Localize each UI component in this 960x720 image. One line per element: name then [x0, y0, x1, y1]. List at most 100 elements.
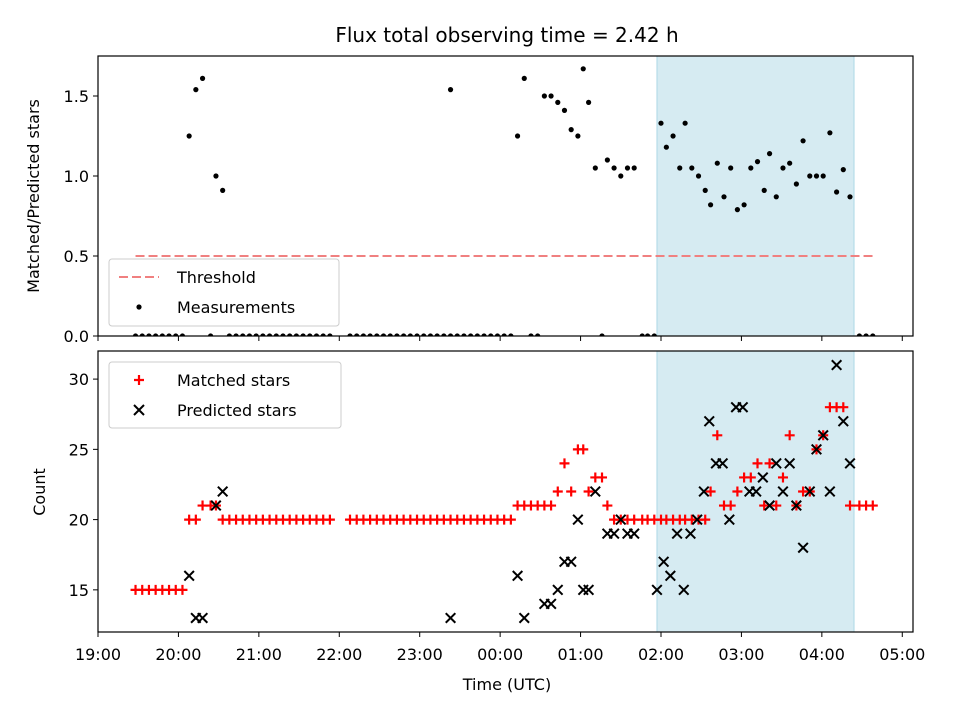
measurement-point — [427, 333, 434, 336]
predicted-star-point — [545, 598, 557, 610]
measurement-point — [186, 133, 192, 139]
matched-star-point — [712, 430, 723, 441]
measurement-point — [773, 194, 779, 200]
measurement-point — [631, 165, 637, 171]
measurement-point — [199, 75, 206, 81]
predicted-star-point — [757, 471, 769, 483]
measurement-point — [847, 194, 853, 200]
measurement-point — [714, 160, 720, 166]
matched-star-point — [867, 500, 878, 511]
measurement-point — [374, 333, 380, 336]
x-tick-label: 00:00 — [477, 645, 523, 664]
measurement-point — [561, 107, 568, 113]
measurement-point — [741, 202, 747, 208]
measurement-point — [689, 165, 695, 171]
predicted-star-point — [608, 528, 620, 540]
measurement-point — [146, 333, 152, 336]
predicted-star-point — [183, 570, 195, 582]
measurement-point — [521, 75, 527, 81]
predicted-star-point — [615, 514, 627, 526]
predicted-star-point — [572, 514, 584, 526]
predicted-star-point — [804, 485, 816, 498]
measurement-point — [575, 133, 581, 139]
measurement-point — [387, 333, 393, 336]
predicted-star-point — [684, 528, 696, 540]
measurement-point — [207, 333, 214, 336]
measurement-point — [394, 333, 400, 336]
measurement-point — [707, 202, 714, 208]
matched-star-point — [759, 500, 770, 511]
legend-label: Threshold — [176, 268, 256, 287]
measurement-point — [220, 187, 226, 193]
matched-star-point — [597, 472, 608, 483]
measurement-point — [793, 181, 799, 187]
matched-star-point — [700, 514, 711, 525]
measurement-point — [586, 99, 592, 105]
matched-star-point — [784, 430, 795, 441]
measurement-point — [132, 333, 139, 336]
measurement-point — [313, 333, 320, 336]
measurement-point — [535, 333, 541, 336]
measurement-point — [481, 333, 487, 336]
measurement-point — [820, 173, 826, 179]
y-tick-label: 0.5 — [64, 247, 89, 266]
measurement-point — [233, 333, 239, 336]
matched-star-point — [190, 514, 201, 525]
observing-window-span — [656, 55, 855, 337]
matched-star-point — [177, 584, 188, 595]
measurement-point — [474, 333, 480, 336]
predicted-star-point — [810, 443, 822, 455]
plot-frame — [97, 55, 914, 337]
measurement-point — [407, 333, 413, 336]
matched-star-point — [771, 500, 782, 511]
plot-frame — [97, 350, 914, 633]
legend-box — [108, 361, 342, 429]
predicted-star-point — [698, 485, 710, 498]
measurement-point — [514, 133, 521, 139]
measurement-point — [787, 160, 793, 166]
chart-title: Flux total observing time = 2.42 h — [335, 23, 678, 47]
predicted-star-point — [628, 528, 640, 540]
measurement-point — [421, 333, 427, 336]
measurement-point — [260, 333, 266, 336]
measurement-point — [159, 333, 165, 336]
measurement-point — [501, 333, 507, 336]
measurement-point — [347, 333, 353, 336]
measurement-point — [663, 144, 669, 150]
measurement-point — [721, 194, 727, 200]
matched-star-point — [705, 486, 716, 497]
measurement-point — [300, 333, 306, 336]
predicted-star-point — [552, 584, 564, 596]
measurement-point — [367, 333, 373, 336]
predicted-star-point — [764, 500, 776, 512]
count-panel: 19:00 20:00 21:00 22:00 23:00 00:00 01:00 02:00… — [69, 350, 925, 664]
measurement-point — [599, 333, 605, 336]
measurement-point — [827, 130, 833, 136]
matched-star-point — [602, 500, 613, 511]
measurement-point — [179, 333, 186, 336]
predicted-star-point — [691, 514, 703, 526]
measurement-point — [153, 333, 159, 336]
predicted-star-point — [583, 584, 595, 596]
measurement-point — [280, 333, 286, 336]
predicted-star-point — [217, 485, 229, 498]
x-tick-label: 01:00 — [558, 645, 604, 664]
legend-label: Matched stars — [177, 371, 290, 390]
measurement-point — [644, 333, 651, 336]
measurement-point — [541, 93, 547, 99]
measurement-point — [461, 333, 467, 336]
measurement-point — [658, 120, 664, 126]
predicted-star-point — [671, 528, 683, 540]
measurement-point — [833, 189, 840, 195]
legend: Threshold Measurements — [108, 258, 340, 327]
matched-star-point — [732, 486, 743, 497]
measurement-point — [494, 333, 501, 336]
y-tick-label: 0.0 — [64, 327, 89, 346]
measurement-point — [468, 333, 474, 336]
x-axis-label: Time (UTC) — [462, 675, 551, 694]
measurement-point — [266, 333, 273, 336]
measurement-point — [240, 333, 246, 336]
predicted-star-point — [703, 415, 715, 427]
measurement-point — [604, 157, 610, 163]
